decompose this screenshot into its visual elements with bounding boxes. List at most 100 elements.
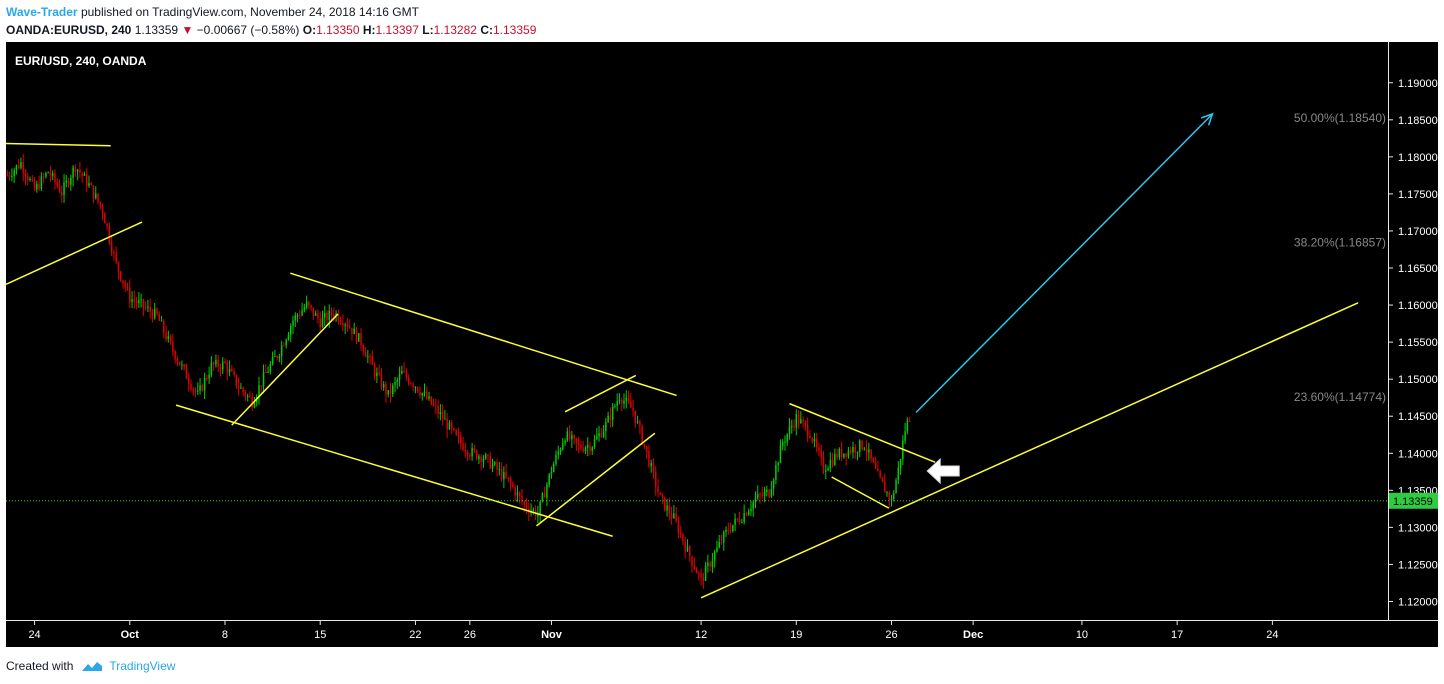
candle-body-up (781, 442, 784, 446)
candle-body-up (591, 447, 594, 451)
candle-body-up (382, 384, 385, 388)
candle-body-up (387, 390, 389, 395)
x-tick-label: 26 (464, 629, 476, 641)
candle-body-down (54, 173, 56, 183)
author-link[interactable]: Wave-Trader (6, 5, 78, 19)
target-arrow-line (915, 113, 1214, 414)
candle-body-up (498, 468, 501, 470)
candle-body-down (156, 308, 158, 315)
candle-body-up (29, 179, 31, 181)
candle-body-down (106, 223, 108, 227)
candle-body-down (630, 401, 632, 408)
candle-body-up (240, 387, 242, 389)
early-support-line (6, 221, 143, 285)
channel-lower-line (175, 404, 613, 537)
candle-body-up (897, 467, 900, 481)
candle-body-down (872, 458, 875, 463)
candle-body-down (693, 565, 696, 569)
plot-background (6, 42, 1388, 620)
candle-body-down (405, 371, 408, 378)
candle-body-up (786, 434, 788, 442)
candle-body-down (691, 556, 693, 566)
candle-body-up (766, 489, 768, 492)
candle-body-up (296, 315, 299, 317)
candle-body-down (877, 468, 879, 472)
candle-body-down (670, 513, 673, 519)
candle-body-down (67, 180, 70, 185)
candle-body-down (505, 471, 507, 478)
candle-body-down (380, 374, 383, 388)
candle-body-down (119, 271, 122, 281)
flag2-upper-line (564, 374, 637, 413)
candle-body-down (101, 206, 104, 214)
candle-body-up (396, 379, 399, 382)
candle-body-down (183, 364, 185, 368)
candle-body-down (165, 332, 167, 340)
candle-body-down (310, 305, 312, 308)
candle-body-up (550, 472, 553, 474)
tradingview-link[interactable]: TradingView (109, 659, 176, 673)
candle-body-down (27, 176, 29, 181)
chart-canvas[interactable]: EUR/USD, 240, OANDA 1.19000 1.18500 1.18000… (6, 42, 1438, 647)
candle-body-down (659, 492, 662, 496)
x-tick-label: 24 (1266, 629, 1278, 641)
candle-body-down (700, 573, 702, 578)
candle-body-down (319, 318, 321, 328)
candle-body-down (745, 513, 748, 516)
candle-body-down (187, 378, 190, 385)
published-text: published on TradingView.com, November 2… (80, 5, 419, 19)
candle-body-down (378, 372, 380, 375)
candle-body-up (292, 320, 294, 327)
candle-body-down (410, 383, 412, 385)
candle-body-up (271, 356, 274, 365)
candle-body-up (221, 361, 224, 370)
candle-body-up (548, 473, 550, 485)
wedge-upper-line (789, 402, 936, 463)
candle-body-down (654, 471, 657, 487)
candle-body-up (586, 445, 589, 448)
candle-body-up (625, 397, 628, 401)
candle-body-down (233, 371, 235, 375)
x-tick-label: 10 (1076, 629, 1088, 641)
open-value: 1.13350 (316, 23, 360, 37)
candle-body-down (299, 315, 301, 317)
publish-header: Wave-Trader published on TradingView.com… (6, 3, 419, 21)
candle-body-up (584, 447, 587, 452)
candle-body-up (537, 514, 539, 517)
candle-body-down (664, 497, 666, 511)
candle-body-down (639, 421, 641, 427)
candle-body-down (355, 328, 358, 342)
candle-body-down (38, 183, 40, 190)
candle-body-up (750, 508, 752, 512)
candle-body-down (49, 172, 52, 177)
candle-body-down (31, 179, 34, 181)
candle-body-down (854, 447, 856, 453)
candle-body-up (47, 172, 49, 174)
close-value: 1.13359 (492, 23, 537, 37)
candle-body-down (330, 310, 333, 315)
candle-body-up (557, 451, 560, 455)
down-triangle-icon: ▼ (181, 23, 194, 37)
high-value: 1.13397 (375, 23, 419, 37)
candle-body-up (539, 501, 541, 515)
y-tick-label: 1.13000 (1398, 522, 1438, 534)
x-tick-label: Nov (541, 629, 563, 641)
last-price: 1.13359 (134, 23, 179, 37)
candle-body-up (83, 173, 86, 176)
candle-body-up (770, 488, 773, 497)
candle-body-down (677, 521, 680, 534)
candle-body-down (543, 493, 546, 498)
candle-body-up (72, 167, 74, 179)
candle-body-down (17, 165, 20, 169)
candle-body-down (460, 436, 462, 444)
candle-body-down (466, 451, 469, 456)
candle-body-up (167, 336, 170, 340)
tradingview-logo-icon[interactable] (81, 660, 103, 672)
chart-panel[interactable]: EUR/USD, 240, OANDA 1.19000 1.18500 1.18000… (6, 42, 1438, 647)
price-change: −0.00667 (−0.58%) (196, 23, 300, 37)
candle-body-up (754, 498, 757, 502)
candle-body-down (888, 492, 890, 501)
candle-body-down (360, 333, 362, 346)
candle-body-up (215, 359, 217, 365)
candle-body-down (736, 518, 739, 520)
